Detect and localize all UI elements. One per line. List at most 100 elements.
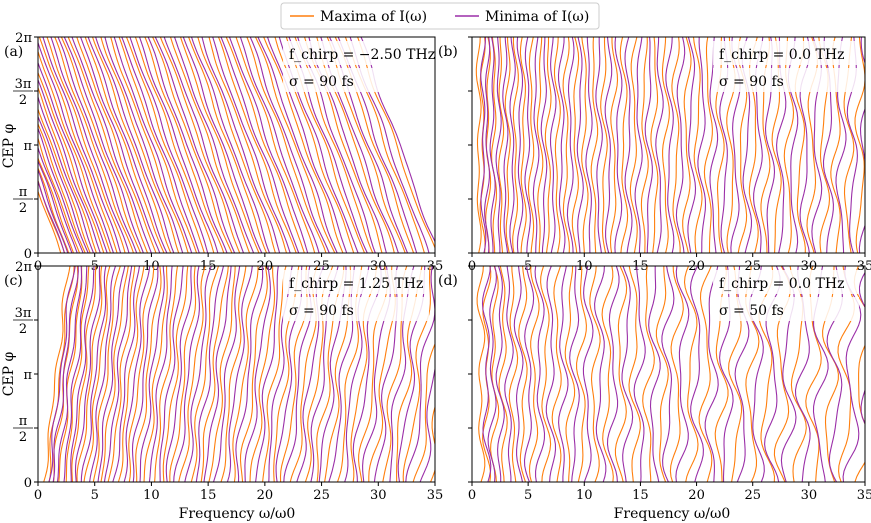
panel-3: 0 5 10 15 20 25 30 35 (d) f_chirp = 0.0 THz σ = 50… (438, 265, 871, 503)
minima-curve (405, 266, 435, 482)
minima-curve (633, 266, 646, 482)
maxima-curve (38, 122, 86, 253)
maxima-curve (246, 37, 327, 253)
annotation-sigma: σ = 90 fs (289, 303, 354, 319)
minima-curve (569, 266, 580, 482)
minima-curve (159, 266, 184, 482)
maxima-curve (619, 37, 629, 253)
minima-curve (509, 37, 516, 253)
y-tick-label-num: π (19, 414, 28, 429)
legend-label-maxima: Maxima of I(ω) (320, 9, 427, 25)
minima-curve (184, 266, 212, 482)
maxima-curve (491, 37, 498, 253)
maxima-curve (154, 266, 179, 482)
minima-curve (709, 37, 719, 253)
maxima-curve (135, 266, 162, 482)
y-tick-label: π (23, 368, 32, 383)
x-tick-label: 15 (200, 488, 217, 503)
minima-curve (239, 37, 320, 253)
minima-curve (212, 37, 291, 253)
maxima-curve (544, 37, 552, 253)
maxima-curve (235, 37, 316, 253)
minima-curve (244, 266, 271, 482)
maxima-curve (38, 49, 112, 253)
minima-curve (614, 37, 623, 253)
maxima-curve (239, 266, 268, 482)
annotation-fchirp: f_chirp = −2.50 THz (289, 47, 435, 63)
x-tick-label: 25 (313, 488, 330, 503)
maxima-curve (498, 266, 508, 482)
maxima-curve (208, 37, 288, 253)
x-tick-label: 5 (524, 488, 532, 503)
annotation-bg (283, 270, 429, 294)
minima-curve (113, 37, 193, 253)
x-tick-label: 5 (91, 488, 99, 503)
x-tick-label: 10 (143, 488, 160, 503)
y-tick-label-den: 2 (19, 201, 27, 216)
y-tick-label: 2π (15, 260, 32, 275)
panel-label: (b) (438, 44, 458, 60)
minima-curve (687, 37, 697, 253)
minima-curve (226, 266, 253, 482)
minima-curve (655, 37, 664, 253)
maxima-curve (571, 37, 580, 253)
maxima-curve (134, 37, 215, 253)
maxima-curve (178, 266, 206, 482)
maxima-curve (65, 266, 90, 482)
maxima-curve (476, 266, 486, 482)
minima-curve (228, 37, 309, 253)
minima-curve (557, 37, 566, 253)
annotation-bg (713, 270, 859, 294)
maxima-curve (601, 266, 614, 482)
maxima-curve (159, 37, 241, 253)
x-tick-label: 0 (468, 488, 476, 503)
minima-curve (57, 37, 138, 253)
maxima-curve (682, 37, 692, 253)
minima-curve (112, 266, 141, 482)
annotation-sigma: σ = 90 fs (289, 74, 354, 90)
minima-curve (148, 266, 173, 482)
annotation-bg (283, 68, 429, 92)
minima-curve (594, 266, 607, 482)
minima-curve (534, 266, 546, 482)
x-tick-label: 15 (632, 488, 649, 503)
minima-curve (513, 266, 524, 482)
minima-curve (52, 266, 79, 482)
maxima-curve (683, 266, 699, 482)
annotation-fchirp: f_chirp = 1.25 THz (289, 276, 423, 292)
minima-curve (689, 266, 704, 482)
maxima-curve (553, 37, 561, 253)
minima-curve (103, 266, 133, 482)
maxima-curve (255, 37, 336, 253)
maxima-curve (540, 266, 552, 482)
minima-curve (89, 266, 117, 482)
minima-curve (523, 266, 535, 482)
minima-curve (80, 37, 161, 253)
minima-curve (203, 266, 232, 482)
minima-curve (38, 127, 84, 253)
annotation-bg (283, 297, 429, 321)
minima-curve (190, 37, 271, 253)
minima-curve (495, 37, 502, 253)
minima-curve (495, 266, 505, 482)
minima-curve (195, 266, 225, 482)
maxima-curve (38, 136, 81, 253)
maxima-curve (38, 156, 75, 253)
minima-curve (524, 37, 531, 253)
minima-curve (173, 266, 200, 482)
minima-curve (104, 37, 184, 253)
maxima-curve (498, 37, 505, 253)
minima-curve (38, 179, 65, 253)
x-tick-label: 0 (34, 488, 42, 503)
minima-curve (487, 266, 497, 482)
maxima-curve (38, 37, 118, 253)
minima-curve (38, 78, 101, 253)
y-axis-label-bottom: CEP φ (1, 352, 17, 397)
maxima-curve (655, 266, 669, 482)
minima-curve (858, 271, 865, 482)
minima-curve (147, 37, 228, 253)
annotation-bg (713, 68, 859, 92)
maxima-curve (43, 266, 71, 482)
minima-curve (38, 95, 95, 253)
maxima-curve (262, 266, 287, 482)
